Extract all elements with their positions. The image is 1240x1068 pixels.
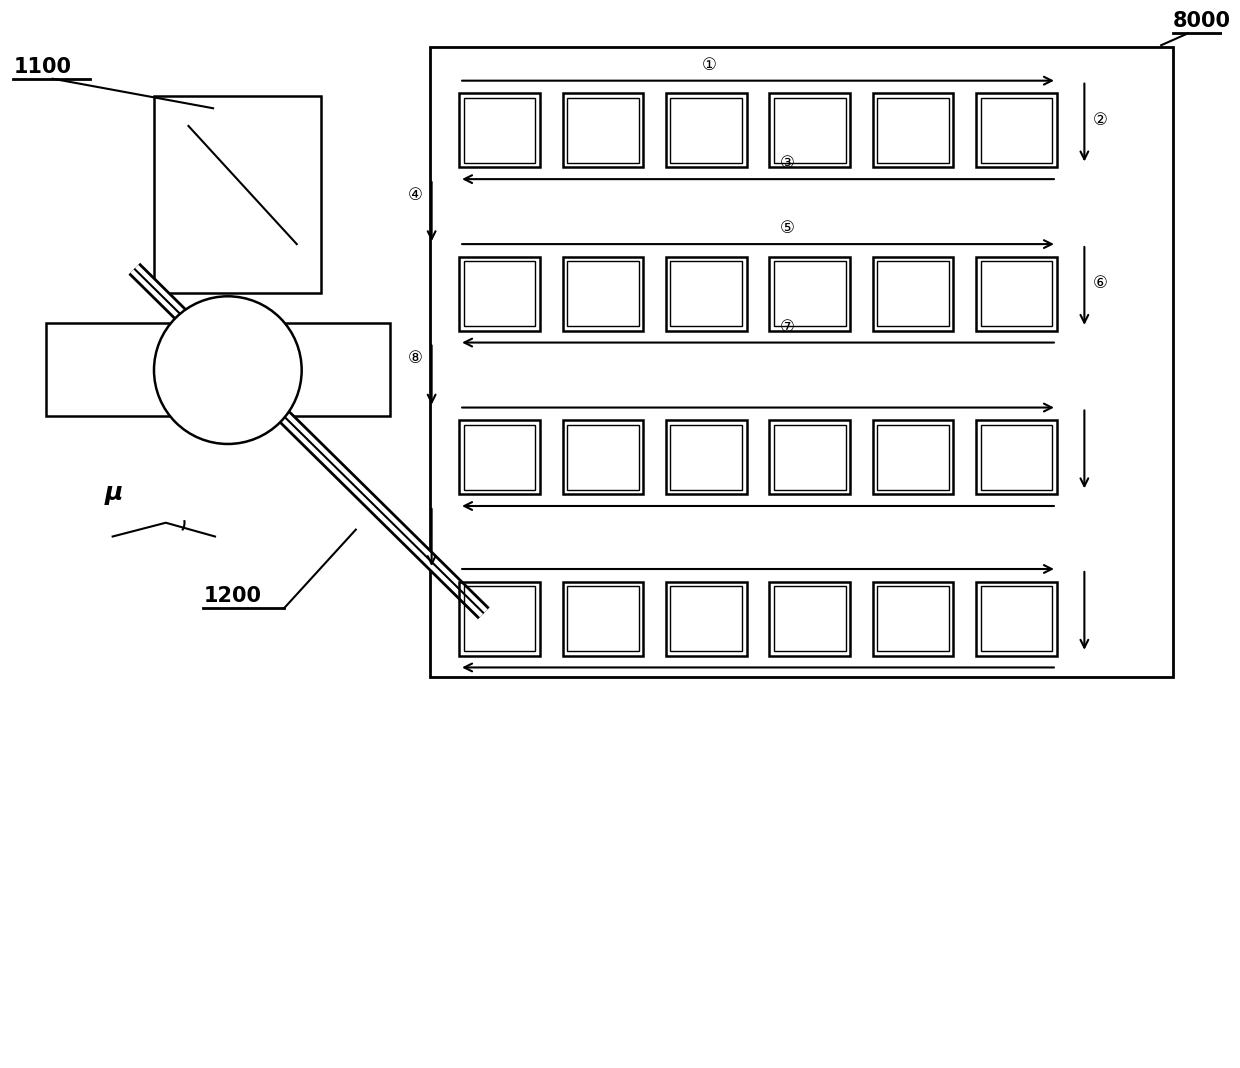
Bar xyxy=(769,421,851,494)
Text: 1100: 1100 xyxy=(14,57,71,77)
Bar xyxy=(459,582,539,656)
Bar xyxy=(567,98,639,163)
Bar xyxy=(981,425,1053,490)
Bar xyxy=(774,98,846,163)
Bar xyxy=(774,262,846,327)
Bar xyxy=(563,94,644,168)
Bar xyxy=(769,582,851,656)
Bar xyxy=(769,94,851,168)
Bar xyxy=(873,421,954,494)
Bar xyxy=(976,94,1056,168)
Bar xyxy=(873,94,954,168)
Text: ③: ③ xyxy=(780,154,795,172)
Bar xyxy=(563,421,644,494)
Bar xyxy=(154,96,321,294)
Bar xyxy=(459,257,539,331)
Bar xyxy=(877,262,949,327)
Bar xyxy=(976,257,1056,331)
Bar xyxy=(666,257,746,331)
Text: 1200: 1200 xyxy=(203,586,262,607)
Bar xyxy=(976,421,1056,494)
Bar xyxy=(981,586,1053,651)
Bar xyxy=(877,586,949,651)
Bar xyxy=(671,586,743,651)
Text: 8000: 8000 xyxy=(1173,12,1231,31)
Bar xyxy=(563,257,644,331)
Bar xyxy=(769,257,851,331)
Bar xyxy=(46,323,391,417)
Bar xyxy=(671,425,743,490)
Text: ①: ① xyxy=(702,56,717,74)
Bar xyxy=(774,425,846,490)
Circle shape xyxy=(154,296,301,444)
Bar xyxy=(464,262,536,327)
Bar xyxy=(671,98,743,163)
Bar xyxy=(981,98,1053,163)
Text: ⑥: ⑥ xyxy=(1094,274,1109,293)
Bar xyxy=(430,47,1173,677)
Bar xyxy=(567,425,639,490)
Bar xyxy=(666,582,746,656)
Bar xyxy=(873,582,954,656)
Bar xyxy=(567,262,639,327)
Text: μ: μ xyxy=(104,482,123,505)
Bar xyxy=(877,98,949,163)
Bar xyxy=(976,582,1056,656)
Text: ④: ④ xyxy=(408,186,423,204)
Text: ②: ② xyxy=(1094,111,1109,129)
Bar xyxy=(464,586,536,651)
Bar xyxy=(464,98,536,163)
Bar xyxy=(981,262,1053,327)
Bar xyxy=(774,586,846,651)
Text: ⑧: ⑧ xyxy=(408,349,423,367)
Bar xyxy=(567,586,639,651)
Bar xyxy=(666,94,746,168)
Bar xyxy=(464,425,536,490)
Bar xyxy=(563,582,644,656)
Bar xyxy=(671,262,743,327)
Bar xyxy=(459,94,539,168)
Text: ⑦: ⑦ xyxy=(780,317,795,335)
Bar xyxy=(666,421,746,494)
Bar xyxy=(459,421,539,494)
Bar xyxy=(877,425,949,490)
Text: ⑤: ⑤ xyxy=(780,219,795,237)
Bar xyxy=(873,257,954,331)
